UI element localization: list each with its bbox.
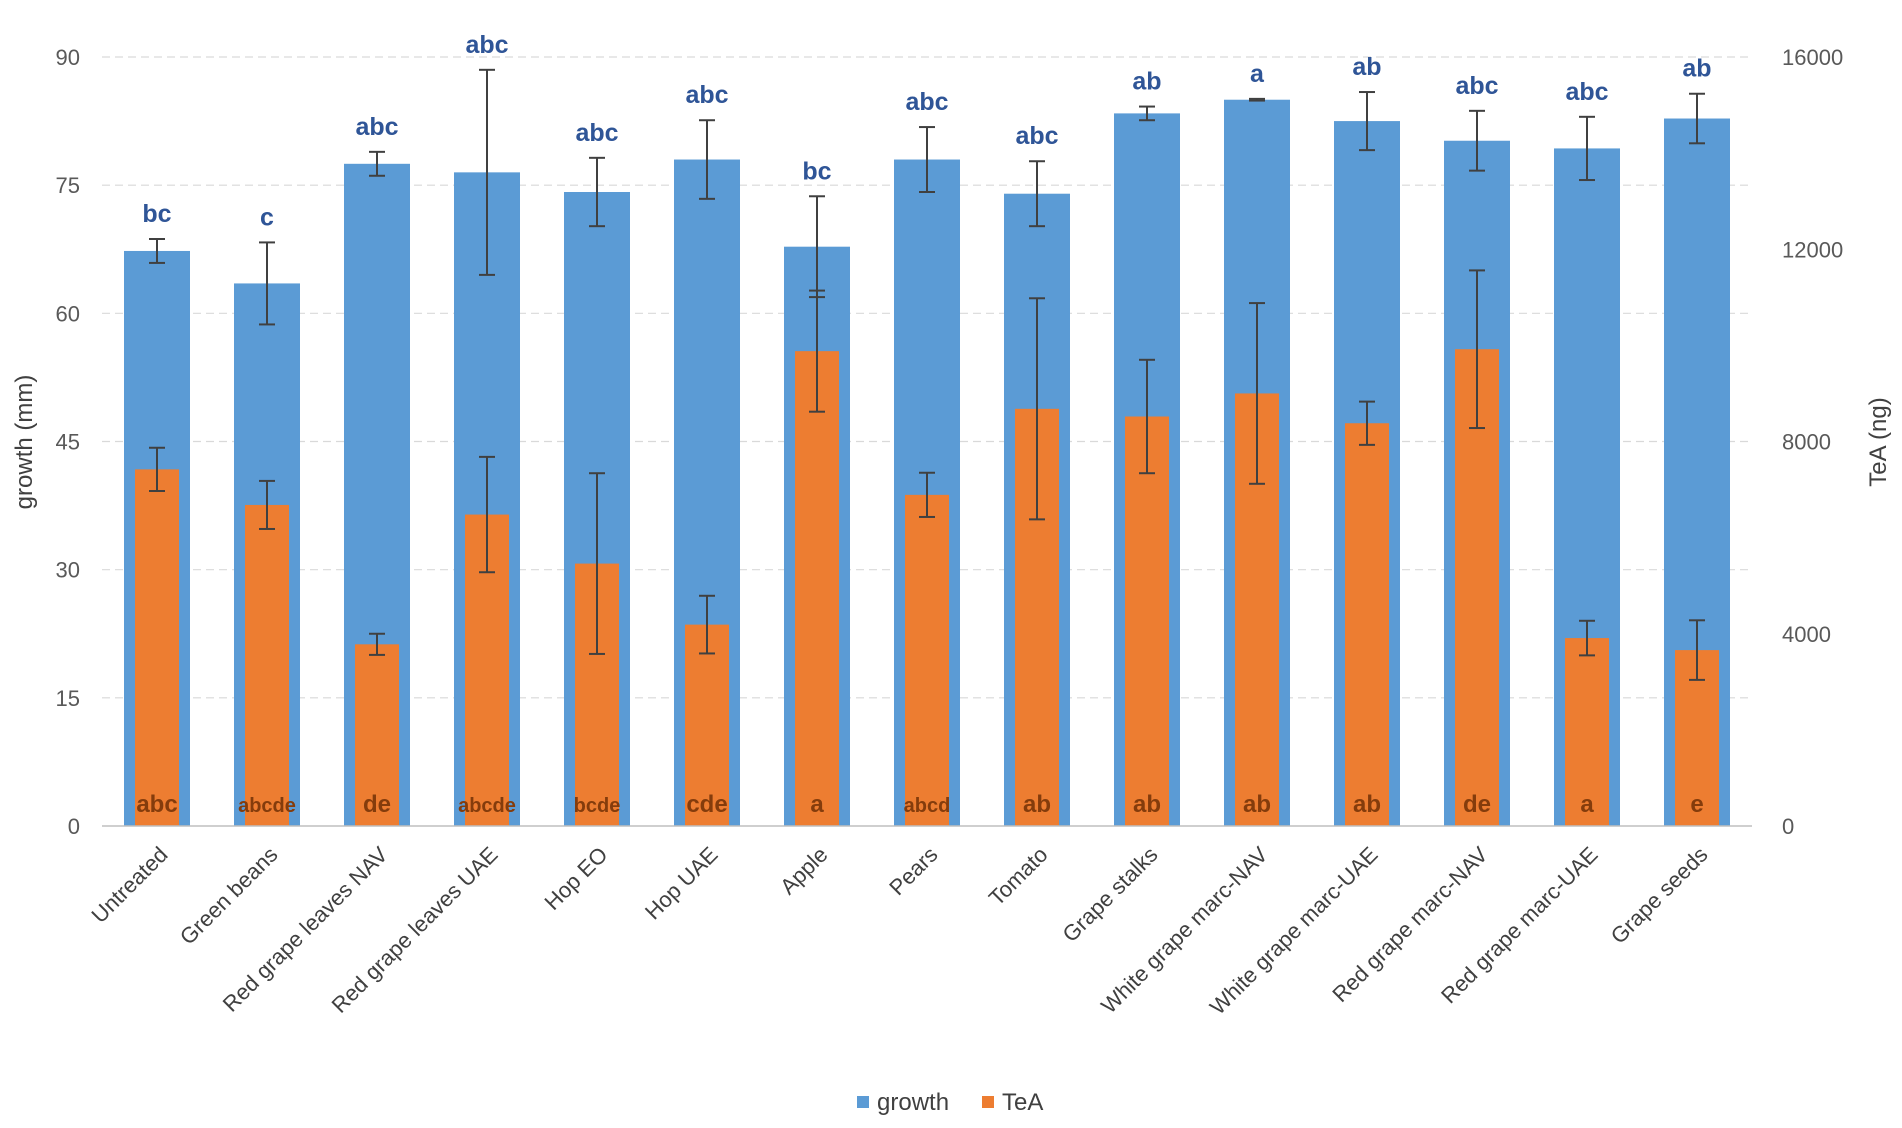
tea-data-label: a (1580, 791, 1594, 818)
growth-data-label: bc (802, 157, 831, 185)
growth-data-label: abc (905, 88, 948, 116)
category-label: Hop UAE (640, 842, 723, 925)
tea-data-label: cde (686, 791, 727, 818)
category-label: Grape stalks (1058, 842, 1163, 947)
y-tick-label: 75 (56, 173, 80, 198)
legend-label-growth: growth (877, 1089, 949, 1116)
data-labels: bcabccabcdeabcdeabcabcdeabcbcdeabccdebca… (136, 31, 1711, 818)
tea-data-label: bcde (574, 795, 621, 817)
tea-data-label: de (1463, 791, 1491, 818)
legend-swatch-tea (982, 1096, 994, 1108)
y-tick-label: 15 (56, 686, 80, 711)
tea-data-label: de (363, 791, 391, 818)
legend-swatch-growth (857, 1096, 869, 1108)
tea-bars (135, 349, 1719, 826)
growth-data-label: ab (1682, 55, 1711, 83)
growth-data-label: abc (355, 113, 398, 141)
tea-data-label: abcde (458, 795, 516, 817)
y-tick-label: 90 (56, 45, 80, 70)
y2-tick-label: 12000 (1782, 237, 1843, 262)
tea-bar (1125, 416, 1169, 826)
category-label: Grape seeds (1606, 842, 1713, 949)
growth-data-label: ab (1352, 53, 1381, 81)
tea-data-label: abcd (904, 795, 951, 817)
growth-data-label: a (1250, 60, 1265, 88)
category-label: Pears (884, 842, 942, 900)
tea-data-label: abcde (238, 795, 296, 817)
y-tick-label: 60 (56, 301, 80, 326)
growth-data-label: abc (1015, 122, 1058, 150)
growth-data-label: c (260, 203, 274, 231)
tea-bar (1345, 423, 1389, 826)
tea-bar (795, 351, 839, 826)
axes: 0 15 30 45 60 75 90 0 4000 8000 12000 16000 (56, 45, 1844, 839)
tea-data-label: ab (1243, 791, 1271, 818)
tea-data-label: ab (1353, 791, 1381, 818)
category-label: Green beans (175, 842, 283, 950)
y2-tick-label: 0 (1782, 814, 1794, 839)
legend: growth TeA (857, 1089, 1043, 1116)
tea-data-label: ab (1023, 791, 1051, 818)
tea-bar (685, 624, 729, 826)
legend-label-tea: TeA (1002, 1089, 1043, 1116)
tea-bar (245, 504, 289, 826)
category-label: Untreated (87, 842, 173, 928)
growth-data-label: bc (142, 200, 171, 228)
y-tick-label: 30 (56, 558, 80, 583)
tea-data-label: a (810, 791, 824, 818)
tea-data-label: ab (1133, 791, 1161, 818)
growth-data-label: abc (1455, 72, 1498, 100)
growth-data-label: ab (1132, 68, 1161, 96)
error-bars (149, 68, 1705, 681)
y2-tick-label: 16000 (1782, 45, 1843, 70)
tea-data-label: e (1690, 791, 1703, 818)
category-label: Hop EO (540, 842, 613, 915)
tea-bar (135, 469, 179, 826)
y2-tick-label: 8000 (1782, 430, 1831, 455)
y2-tick-label: 4000 (1782, 622, 1831, 647)
tea-bar (905, 494, 949, 826)
growth-data-label: abc (465, 31, 508, 59)
category-label: Apple (775, 842, 832, 899)
y-tick-label: 45 (56, 430, 80, 455)
y2-axis-title: TeA (ng) (1865, 397, 1892, 486)
growth-data-label: abc (1565, 78, 1608, 106)
y-axis-title: growth (mm) (11, 375, 38, 510)
category-label: Tomato (984, 842, 1053, 911)
growth-data-label: abc (685, 81, 728, 109)
tea-data-label: abc (136, 791, 177, 818)
tea-bar (1565, 638, 1609, 826)
growth-data-label: abc (575, 119, 618, 147)
tea-bar (355, 644, 399, 826)
y-tick-label: 0 (68, 814, 80, 839)
